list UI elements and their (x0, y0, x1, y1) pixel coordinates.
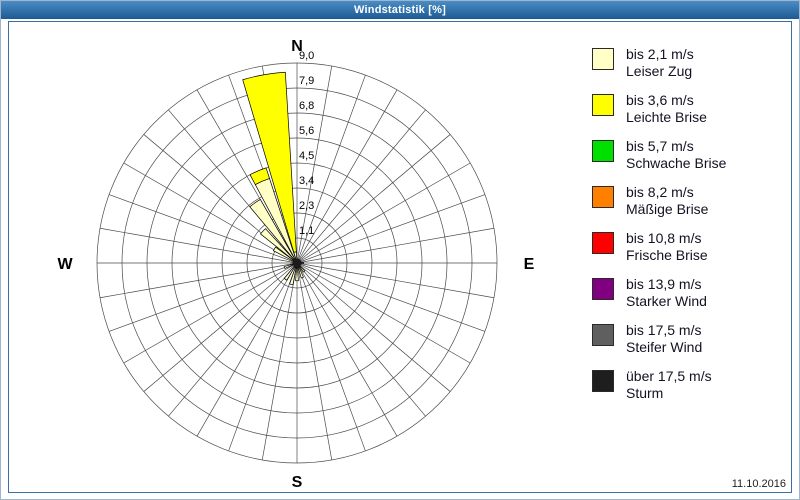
grid-spoke (296, 109, 426, 264)
polar-grid (96, 62, 498, 464)
legend-swatch-starker-wind (592, 278, 614, 300)
compass-north-label: N (291, 38, 303, 55)
grid-spoke (99, 227, 298, 264)
grid-spoke (261, 262, 298, 461)
grid-spoke (296, 262, 333, 461)
grid-spoke (296, 262, 471, 364)
ring-label: 7,9 (299, 75, 314, 87)
compass-south-label: S (292, 474, 303, 491)
wind-petal-segment (249, 167, 270, 185)
grid-spoke (108, 262, 298, 332)
legend-item: bis 8,2 m/s Mäßige Brise (592, 184, 787, 218)
legend-item: bis 17,5 m/s Steifer Wind (592, 322, 787, 356)
legend-speed: bis 17,5 m/s (626, 322, 702, 338)
legend-item: bis 3,6 m/s Leichte Brise (592, 92, 787, 126)
grid-spoke (108, 194, 298, 264)
wind-rose-chart: 1,1 2,3 3,4 4,5 5,6 6,8 7,9 9,0N S W E (57, 38, 534, 491)
legend-beaufort: Frische Brise (626, 247, 708, 263)
ring-label: 5,6 (299, 125, 314, 137)
legend-beaufort: Schwache Brise (626, 155, 727, 171)
legend-speed: bis 10,8 m/s (626, 230, 702, 246)
grid-spoke (296, 74, 366, 264)
ring-label: 4,5 (299, 150, 314, 162)
legend-swatch-schwache-brise (592, 140, 614, 162)
grid-spoke (143, 262, 298, 392)
wind-petal-segment (283, 262, 298, 281)
legend-swatch-leiser-zug (592, 48, 614, 70)
legend-beaufort: Starker Wind (626, 293, 707, 309)
wind-petal-segment (259, 228, 298, 264)
date-stamp: 11.10.2016 (731, 478, 786, 490)
wind-petal-segment (289, 262, 298, 286)
grid-spoke (296, 89, 398, 264)
grid-spoke (296, 162, 471, 264)
legend: bis 2,1 m/s Leiser Zug bis 3,6 m/s Leich… (592, 46, 787, 414)
grid-spoke (296, 262, 451, 392)
legend-speed: bis 8,2 m/s (626, 184, 694, 200)
legend-item: bis 10,8 m/s Frische Brise (592, 230, 787, 264)
legend-swatch-sturm (592, 370, 614, 392)
legend-speed: über 17,5 m/s (626, 368, 712, 384)
legend-beaufort: Leichte Brise (626, 109, 707, 125)
legend-item: bis 5,7 m/s Schwache Brise (592, 138, 787, 172)
legend-swatch-maessige-brise (592, 186, 614, 208)
ring-label: 2,3 (299, 200, 314, 212)
legend-swatch-steifer-wind (592, 324, 614, 346)
wind-petal-segment (249, 199, 298, 264)
legend-speed: bis 2,1 m/s (626, 46, 694, 62)
compass-east-label: E (524, 256, 535, 273)
grid-spoke (296, 262, 486, 332)
grid-spoke (296, 227, 495, 264)
grid-spoke (123, 162, 298, 264)
legend-item: bis 2,1 m/s Leiser Zug (592, 46, 787, 80)
chart-area: 1,1 2,3 3,4 4,5 5,6 6,8 7,9 9,0 N S W E bis 2,1 m/s… (8, 21, 792, 493)
legend-beaufort: Mäßige Brise (626, 201, 709, 217)
wind-petal-segment (272, 246, 298, 264)
ring-label: 3,4 (299, 175, 314, 187)
legend-speed: bis 5,7 m/s (626, 138, 694, 154)
grid-spoke (296, 262, 426, 417)
grid-spoke (196, 262, 298, 437)
grid-spoke (296, 65, 333, 264)
window-title: Windstatistik [%] (354, 4, 446, 16)
legend-beaufort: Sturm (626, 385, 664, 401)
wind-petals (242, 71, 306, 286)
grid-spoke (296, 262, 366, 452)
legend-beaufort: Steifer Wind (626, 339, 703, 355)
grid-spoke (99, 262, 298, 299)
grid-spoke (296, 262, 495, 299)
legend-item: über 17,5 m/s Sturm (592, 368, 787, 402)
legend-speed: bis 13,9 m/s (626, 276, 702, 292)
legend-beaufort: Leiser Zug (626, 63, 693, 79)
grid-spoke (168, 262, 298, 417)
wind-petal-segment (295, 262, 299, 282)
legend-speed: bis 3,6 m/s (626, 92, 694, 108)
compass-west-label: W (57, 256, 73, 273)
legend-swatch-leichte-brise (592, 94, 614, 116)
window-title-bar: Windstatistik [%] (1, 1, 799, 19)
grid-spoke (123, 262, 298, 364)
grid-spoke (296, 194, 486, 264)
center-marker (292, 258, 302, 268)
grid-spoke (296, 134, 451, 264)
legend-swatch-frische-brise (592, 232, 614, 254)
wind-petal-segment (242, 71, 297, 253)
ring-label: 9,0 (299, 50, 314, 62)
legend-item: bis 13,9 m/s Starker Wind (592, 276, 787, 310)
grid-spoke (296, 262, 398, 437)
ring-label: 6,8 (299, 100, 314, 112)
compass-labels: N S W E (57, 38, 534, 491)
ring-label: 1,1 (299, 225, 314, 237)
grid-spoke (228, 262, 298, 452)
ring-labels: 1,1 2,3 3,4 4,5 5,6 6,8 7,9 9,0 (299, 50, 314, 237)
